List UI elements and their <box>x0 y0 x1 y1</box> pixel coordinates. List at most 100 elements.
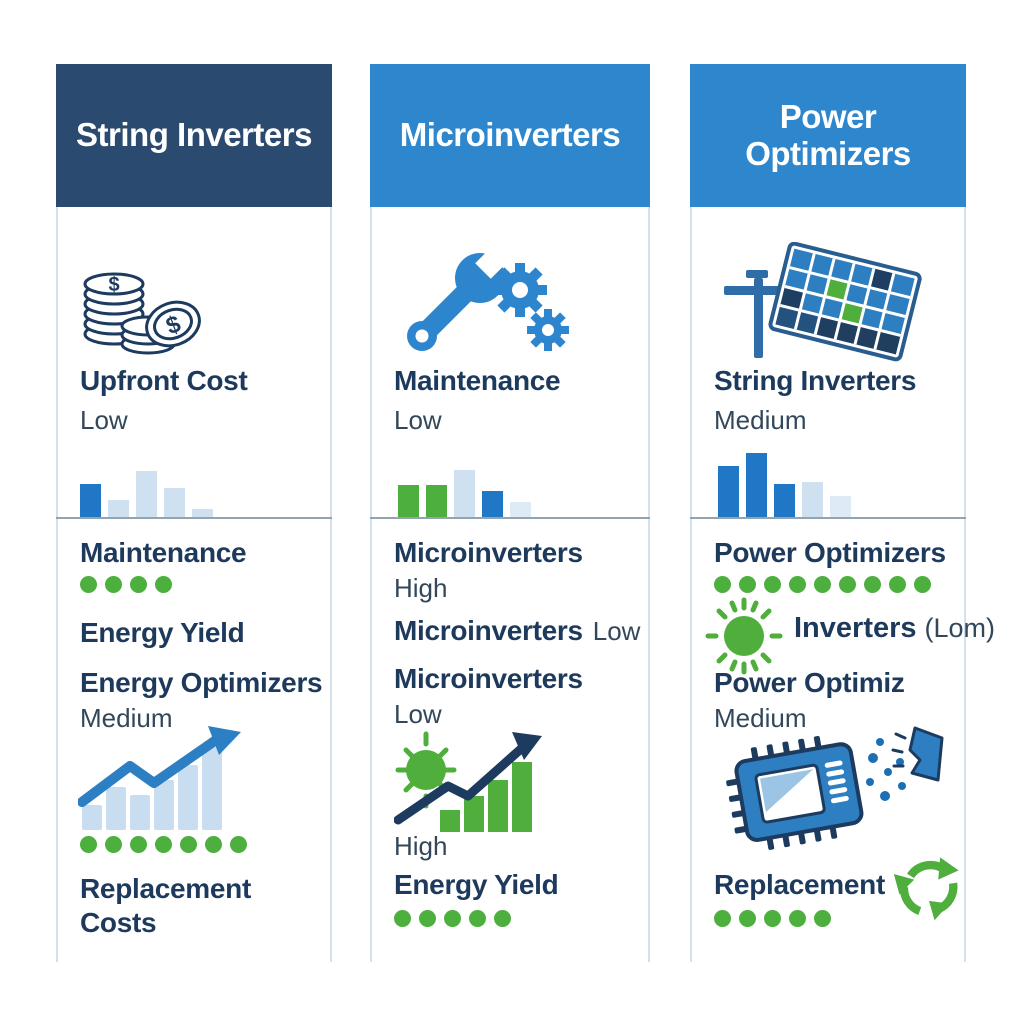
rating-dot <box>764 910 781 927</box>
metric-value: Low <box>394 405 442 435</box>
maintenance-bar-chart <box>398 438 531 518</box>
solar-panel-icon <box>724 242 922 362</box>
metric-label: Energy Optimizers <box>80 667 323 698</box>
chart-bar <box>746 453 767 518</box>
energy-rating-dots <box>80 836 247 853</box>
rating-dot <box>789 576 806 593</box>
rating-dot <box>914 576 931 593</box>
metric-value: Medium <box>714 703 807 733</box>
chart-bar <box>108 500 129 518</box>
rating-dot <box>180 836 197 853</box>
sun-icon <box>705 597 783 675</box>
chart-bar <box>80 484 101 518</box>
upfront-cost-bar-chart <box>80 438 213 518</box>
rating-dot <box>105 576 122 593</box>
metric-value: Low <box>592 616 641 646</box>
rating-dot <box>155 836 172 853</box>
section-divider <box>370 517 650 519</box>
chart-bar <box>398 485 419 518</box>
rating-dot <box>764 576 781 593</box>
column-microinverters: Microinverters Maintenance <box>370 64 650 962</box>
rating-dot <box>230 836 247 853</box>
metric-label: Maintenance <box>80 537 247 568</box>
column-header: Power Optimizers <box>690 64 966 207</box>
metric-label: Microinverters <box>394 537 583 568</box>
icon-caption: High <box>394 831 448 861</box>
rating-dot <box>739 910 756 927</box>
metric-label: Replacement <box>714 869 885 900</box>
metric-label-suffix: (Lom) <box>924 613 996 643</box>
rating-dot <box>419 910 436 927</box>
chart-bar <box>164 488 185 518</box>
rating-dot <box>80 836 97 853</box>
metric-label: Power Optimiz <box>714 667 905 698</box>
metric-label-inline: Inverters (Lom) <box>794 612 995 645</box>
rating-dot <box>130 836 147 853</box>
chart-bar <box>718 466 739 518</box>
column-header: Microinverters <box>370 64 650 207</box>
wrench-gears-icon <box>407 239 569 351</box>
rating-dot <box>889 576 906 593</box>
metric-value: Low <box>80 405 128 435</box>
rating-dot <box>130 576 147 593</box>
metric-value: High <box>394 573 448 603</box>
rating-dot <box>155 576 172 593</box>
metric-label: String Inverters <box>714 365 917 396</box>
metric-value: Medium <box>714 405 807 435</box>
section-divider <box>56 517 332 519</box>
rating-dot <box>739 576 756 593</box>
sun-growth-icon <box>394 731 542 832</box>
metric-label: Upfront Cost <box>80 365 248 396</box>
string-inverters-bar-chart <box>718 438 851 518</box>
column-title: Microinverters <box>399 116 621 154</box>
rating-dot <box>714 576 731 593</box>
metric-value: Medium <box>80 703 173 733</box>
rating-dot <box>105 836 122 853</box>
metric-label: Power Optimizers <box>714 537 946 568</box>
energy-yield-rating-dots <box>394 910 511 927</box>
metric-label: Maintenance <box>394 365 561 396</box>
rating-dot <box>839 576 856 593</box>
rating-dot <box>469 910 486 927</box>
rating-dot <box>444 910 461 927</box>
power-optimizers-rating-dots <box>714 576 931 593</box>
coins-icon: $ $ <box>83 272 201 355</box>
column-string-inverters: String Inverters $ $ Upfront Cost Low Ma… <box>56 64 332 962</box>
microchip-icon <box>726 726 944 850</box>
column-header: String Inverters <box>56 64 332 207</box>
maintenance-rating-dots <box>80 576 172 593</box>
column-power-optimizers: Power Optimizers <box>690 64 995 962</box>
metric-label: Inverters <box>794 612 917 644</box>
rating-dot <box>205 836 222 853</box>
metric-label: Microinverters <box>394 663 583 694</box>
rating-dot <box>394 910 411 927</box>
column-title: String Inverters <box>76 116 312 154</box>
rating-dot <box>864 576 881 593</box>
metric-label: Energy Yield <box>394 869 559 900</box>
section-divider <box>690 517 966 519</box>
column-title: Power Optimizers <box>745 97 911 172</box>
rating-dot <box>814 910 831 927</box>
metric-label: Replacement Costs <box>80 873 251 938</box>
chart-bar <box>774 484 795 518</box>
rating-dot <box>789 910 806 927</box>
chart-bar <box>192 509 213 518</box>
svg-text:$: $ <box>108 274 119 296</box>
chart-bar <box>802 482 823 518</box>
growth-chart-icon <box>78 726 241 830</box>
recycle-icon <box>893 857 959 921</box>
chart-bar <box>426 485 447 518</box>
chart-bar <box>454 470 475 518</box>
metric-label: Energy Yield <box>80 617 245 648</box>
rating-dot <box>814 576 831 593</box>
chart-bar <box>510 502 531 518</box>
chart-bar <box>136 471 157 518</box>
rating-dot <box>80 576 97 593</box>
chart-bar <box>830 496 851 518</box>
chart-bar <box>482 491 503 518</box>
rating-dot <box>494 910 511 927</box>
rating-dot <box>714 910 731 927</box>
metric-value: Low <box>394 699 442 729</box>
metric-label-inline: Microinverters Low <box>394 614 640 648</box>
metric-label: Microinverters <box>394 615 583 646</box>
